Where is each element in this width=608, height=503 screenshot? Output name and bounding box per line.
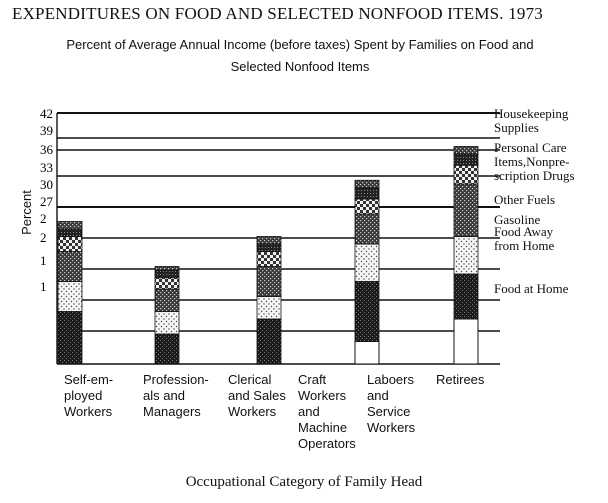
bar-segment (57, 281, 83, 312)
x-tick-label: Retirees (436, 372, 485, 387)
bar-segment (453, 273, 479, 320)
bar-segment (154, 269, 180, 279)
y-tick-label: 33 (40, 160, 53, 175)
bar-segment (154, 311, 180, 335)
bar-segment (453, 183, 479, 237)
bar-segment (354, 187, 380, 200)
legend-entry: Housekeeping Supplies (494, 106, 569, 135)
bar-segment (256, 251, 282, 267)
chart-subtitle: Percent of Average Annual Income (before… (66, 37, 534, 74)
bar-segment (354, 198, 380, 215)
bar-segment (154, 288, 180, 312)
bar-segment (57, 236, 83, 252)
x-tick-label: Self-em- ployed Workers (64, 372, 114, 419)
bar-segment (256, 318, 282, 365)
y-tick-label: 36 (40, 142, 54, 157)
bar-segment (154, 266, 180, 271)
y-tick-label: 42 (40, 106, 53, 121)
legend-entry: Food Away from Home (494, 224, 555, 253)
bar-segment (453, 236, 479, 275)
bar-segment (154, 333, 180, 365)
y-tick-label: 1 (40, 279, 47, 294)
bar-segment (57, 228, 83, 237)
y-tick-label: 27 (40, 194, 54, 209)
bar-segment (57, 311, 83, 365)
y-tick-label: 2 (40, 230, 47, 245)
bar-segment (354, 243, 380, 282)
y-tick-label: 30 (40, 177, 53, 192)
y-tick-label: 39 (40, 123, 53, 138)
bar-segment (453, 164, 479, 185)
bar-segment (354, 213, 380, 245)
legend-entry: Gasoline (494, 212, 541, 227)
bar-segment (453, 146, 479, 155)
legend-entry: Other Fuels (494, 192, 556, 207)
x-tick-label: Profession- als and Managers (143, 372, 209, 419)
y-axis-label: Percent (18, 190, 34, 235)
x-tick-label: Craft Workers and Machine Operators (298, 372, 356, 451)
bar-segment (57, 251, 83, 282)
bar-segment (453, 153, 479, 166)
legend-entry: Food at Home (494, 281, 569, 296)
bar-segment (256, 266, 282, 297)
bar-segment (256, 236, 282, 245)
bar-segment (154, 277, 180, 290)
bar-segment (256, 296, 282, 320)
y-tick-label: 1 (40, 253, 47, 268)
bar-base-segment (453, 318, 479, 365)
chart-title: EXPENDITURES ON FOOD AND SELECTED NONFOO… (12, 4, 543, 23)
bar-base-segment (354, 341, 380, 365)
x-axis-label: Occupational Category of Family Head (185, 474, 423, 490)
legend-entry: Personal Care Items,Nonpre- scription Dr… (494, 140, 575, 183)
bar-segment (256, 243, 282, 252)
bar-segment (354, 281, 380, 342)
x-tick-label: Clerical and Sales Workers (228, 372, 286, 419)
bar-segment (57, 221, 83, 230)
bar-segment (354, 179, 380, 189)
y-tick-label: 2 (40, 211, 47, 226)
x-tick-label: Laboers and Service Workers (367, 372, 416, 435)
